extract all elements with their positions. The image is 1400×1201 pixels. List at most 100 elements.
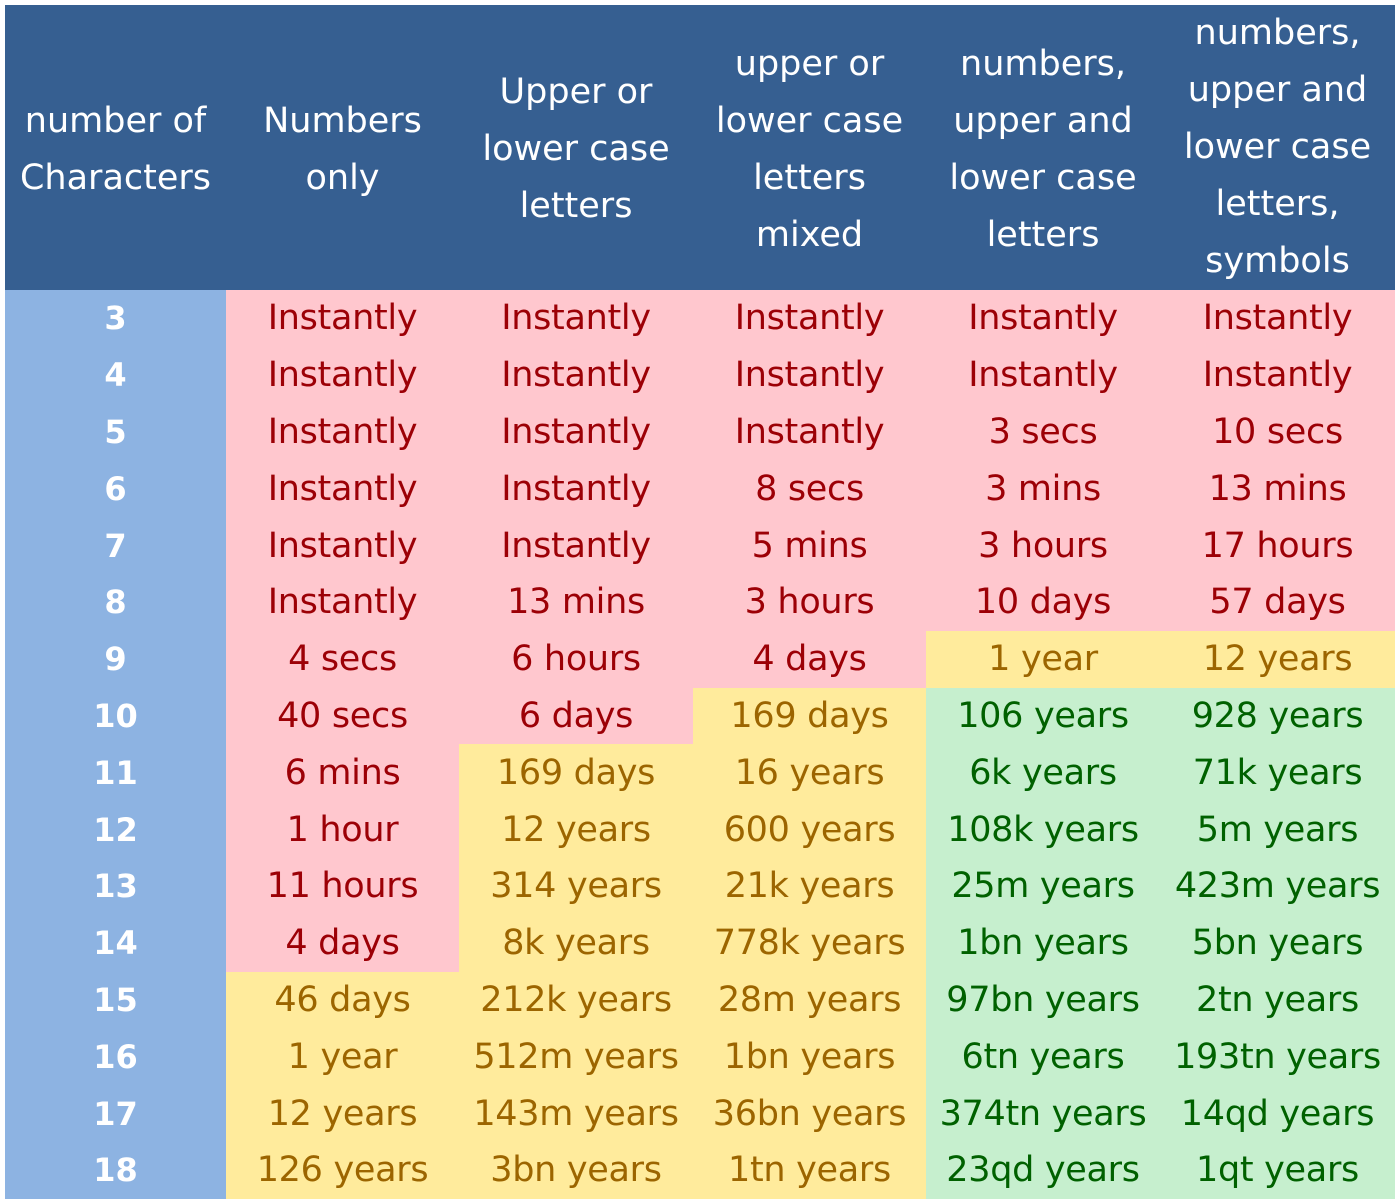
table-cell: 3 secs xyxy=(926,403,1160,461)
table-cell: 928 years xyxy=(1160,687,1395,745)
table-cell: 2tn years xyxy=(1160,971,1395,1029)
row-label-14: 14 xyxy=(5,914,226,972)
table-cell: Instantly xyxy=(226,460,459,518)
column-header-3: Upper or lower case letters xyxy=(459,5,693,290)
table-cell: 3bn years xyxy=(459,1141,693,1199)
table-cell: 212k years xyxy=(459,971,693,1029)
table-cell: 23qd years xyxy=(926,1141,1160,1199)
table-cell: Instantly xyxy=(459,517,693,574)
table-cell: 4 days xyxy=(693,630,926,688)
table-cell: Instantly xyxy=(459,460,693,518)
row-label-16: 16 xyxy=(5,1028,226,1086)
table-cell: 4 days xyxy=(226,914,459,972)
row-label-4: 4 xyxy=(5,346,226,404)
table-cell: 97bn years xyxy=(926,971,1160,1029)
row-label-11: 11 xyxy=(5,744,226,802)
table-cell: 14qd years xyxy=(1160,1085,1395,1142)
row-label-10: 10 xyxy=(5,687,226,745)
table-cell: Instantly xyxy=(459,346,693,404)
table-cell: Instantly xyxy=(693,290,926,347)
row-label-5: 5 xyxy=(5,403,226,461)
table-cell: 6tn years xyxy=(926,1028,1160,1086)
table-cell: 374tn years xyxy=(926,1085,1160,1142)
table-cell: 5bn years xyxy=(1160,914,1395,972)
row-label-9: 9 xyxy=(5,630,226,688)
table-cell: 17 hours xyxy=(1160,517,1395,574)
table-cell: Instantly xyxy=(226,573,459,631)
table-cell: 46 days xyxy=(226,971,459,1029)
password-crack-time-table: number of Characters Numbers only Upper or… xyxy=(5,5,1395,1199)
table-cell: 108k years xyxy=(926,801,1160,858)
table-cell: 778k years xyxy=(693,914,926,972)
column-header-2: Numbers only xyxy=(226,5,459,290)
table-cell: 12 years xyxy=(226,1085,459,1142)
table-cell: 8k years xyxy=(459,914,693,972)
table-cell: Instantly xyxy=(459,290,693,347)
table-cell: 6k years xyxy=(926,744,1160,802)
table-cell: Instantly xyxy=(459,403,693,461)
table-cell: 1bn years xyxy=(926,914,1160,972)
table-cell: 6 hours xyxy=(459,630,693,688)
row-label-18: 18 xyxy=(5,1141,226,1199)
column-header-1: number of Characters xyxy=(5,5,226,290)
column-header-4: upper or lower case letters mixed xyxy=(693,5,926,290)
table-cell: 3 hours xyxy=(693,573,926,631)
table-cell: 28m years xyxy=(693,971,926,1029)
row-label-15: 15 xyxy=(5,971,226,1029)
table-cell: 4 secs xyxy=(226,630,459,688)
table-cell: 5m years xyxy=(1160,801,1395,858)
table-cell: 1 year xyxy=(226,1028,459,1086)
table-cell: 16 years xyxy=(693,744,926,802)
table-cell: 600 years xyxy=(693,801,926,858)
table-cell: Instantly xyxy=(693,403,926,461)
table-cell: Instantly xyxy=(1160,290,1395,347)
table-cell: 126 years xyxy=(226,1141,459,1199)
table-cell: 1 year xyxy=(926,630,1160,688)
table-cell: Instantly xyxy=(693,346,926,404)
row-label-12: 12 xyxy=(5,801,226,858)
table-cell: 8 secs xyxy=(693,460,926,518)
table-cell: 10 secs xyxy=(1160,403,1395,461)
column-header-6: numbers, upper and lower case letters, s… xyxy=(1160,5,1395,290)
table-cell: Instantly xyxy=(226,290,459,347)
table-cell: 13 mins xyxy=(459,573,693,631)
table-cell: 193tn years xyxy=(1160,1028,1395,1086)
column-header-5: numbers, upper and lower case letters xyxy=(926,5,1160,290)
table-cell: 57 days xyxy=(1160,573,1395,631)
table-cell: 12 years xyxy=(1160,630,1395,688)
table-cell: 1qt years xyxy=(1160,1141,1395,1199)
row-label-17: 17 xyxy=(5,1085,226,1142)
table-cell: Instantly xyxy=(226,403,459,461)
table-cell: 512m years xyxy=(459,1028,693,1086)
table-cell: 1bn years xyxy=(693,1028,926,1086)
table-cell: 36bn years xyxy=(693,1085,926,1142)
table-cell: 40 secs xyxy=(226,687,459,745)
table-cell: Instantly xyxy=(926,290,1160,347)
row-label-3: 3 xyxy=(5,290,226,347)
table-cell: 169 days xyxy=(693,687,926,745)
table-cell: 106 years xyxy=(926,687,1160,745)
table-cell: 314 years xyxy=(459,857,693,915)
table-cell: 423m years xyxy=(1160,857,1395,915)
table-cell: 12 years xyxy=(459,801,693,858)
table-cell: 6 mins xyxy=(226,744,459,802)
table-cell: Instantly xyxy=(926,346,1160,404)
row-label-7: 7 xyxy=(5,517,226,574)
table-cell: Instantly xyxy=(226,346,459,404)
table-cell: 169 days xyxy=(459,744,693,802)
table-cell: 6 days xyxy=(459,687,693,745)
table-cell: 3 mins xyxy=(926,460,1160,518)
table-cell: Instantly xyxy=(226,517,459,574)
table-cell: 21k years xyxy=(693,857,926,915)
row-label-13: 13 xyxy=(5,857,226,915)
table-cell: 10 days xyxy=(926,573,1160,631)
table-cell: 143m years xyxy=(459,1085,693,1142)
table-cell: 25m years xyxy=(926,857,1160,915)
table-cell: 11 hours xyxy=(226,857,459,915)
table-cell: 1 hour xyxy=(226,801,459,858)
table-cell: 1tn years xyxy=(693,1141,926,1199)
row-label-6: 6 xyxy=(5,460,226,518)
table-cell: Instantly xyxy=(1160,346,1395,404)
table-cell: 13 mins xyxy=(1160,460,1395,518)
table-cell: 5 mins xyxy=(693,517,926,574)
